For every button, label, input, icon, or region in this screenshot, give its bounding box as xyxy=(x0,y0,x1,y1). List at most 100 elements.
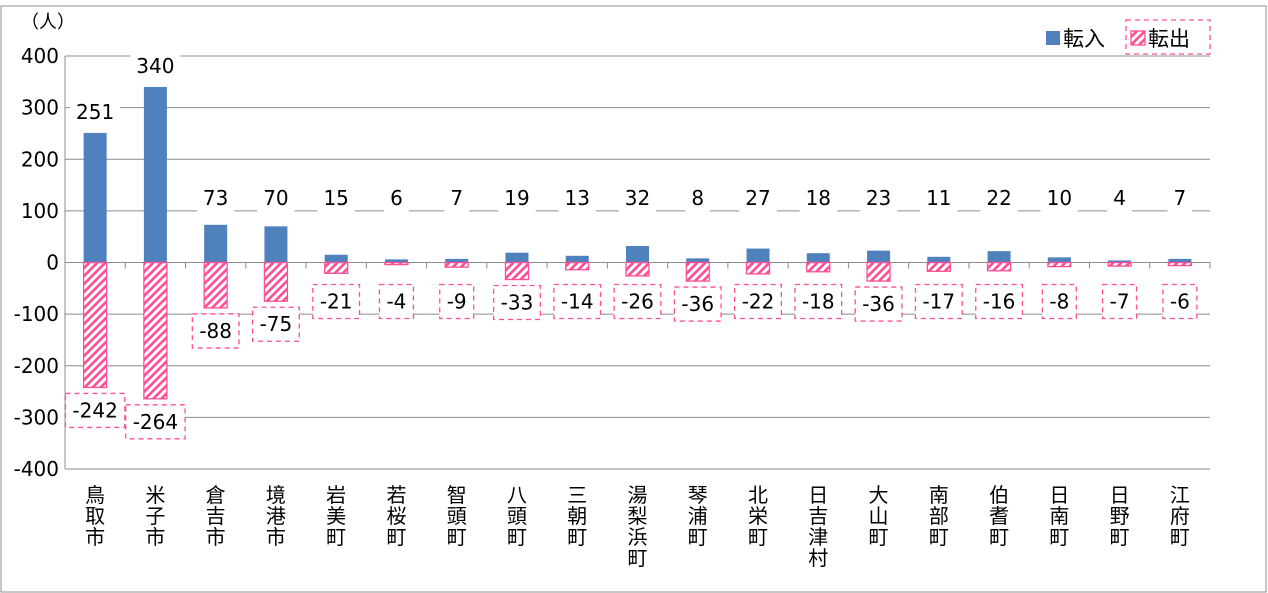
x-tick-label: 岩美町 xyxy=(326,483,346,549)
data-label-in-background xyxy=(498,183,536,212)
legend: 転入 転出 xyxy=(1046,19,1211,55)
data-label-in-background xyxy=(130,51,181,80)
bar-out xyxy=(504,261,530,281)
data-label-out-box xyxy=(64,392,126,429)
bar-in xyxy=(1168,258,1192,263)
data-label-out-box xyxy=(1162,283,1198,320)
data-label-in-background xyxy=(70,97,121,126)
data-label-out-box xyxy=(378,283,415,320)
bar-in xyxy=(445,258,469,263)
data-label-in: 23 xyxy=(866,186,891,210)
y-tick-label: -200 xyxy=(14,354,59,378)
bar-out xyxy=(806,261,831,273)
data-label-in: 10 xyxy=(1047,186,1072,210)
bar-out xyxy=(745,261,771,275)
data-label-out: -17 xyxy=(922,290,955,314)
y-tick-label: 0 xyxy=(46,251,59,275)
data-label-in-background xyxy=(1107,183,1132,212)
bar-out xyxy=(986,261,1012,272)
x-tick-label: 日南町 xyxy=(1049,483,1069,549)
data-label-in: 7 xyxy=(450,186,463,210)
data-label-out-box xyxy=(553,283,602,320)
legend-label-in: 転入 xyxy=(1063,27,1105,51)
data-label-in: 15 xyxy=(323,186,348,210)
x-tick-label: 八頭町 xyxy=(507,483,527,549)
bar-in xyxy=(987,251,1011,263)
data-label-in: 22 xyxy=(986,186,1011,210)
data-label-in-background xyxy=(558,183,596,212)
data-label-in-background xyxy=(384,183,409,212)
x-tick-label: 湯梨浜町 xyxy=(628,483,648,570)
data-label-out-box xyxy=(794,283,843,320)
bar-out xyxy=(203,261,228,309)
bar-in xyxy=(806,253,830,263)
bar-out xyxy=(82,261,108,389)
x-tick-label: 智頭町 xyxy=(447,483,467,549)
data-label-in: 32 xyxy=(625,186,650,210)
bar-out xyxy=(324,261,349,274)
bar-in xyxy=(565,255,589,263)
data-label-out: -75 xyxy=(260,312,293,336)
data-label-in-background xyxy=(196,183,235,212)
data-label-out-box xyxy=(1101,283,1138,320)
bar-in xyxy=(1047,257,1071,263)
data-label-in: 73 xyxy=(203,186,228,210)
bar-in xyxy=(746,248,770,263)
data-label-in-background xyxy=(920,183,958,212)
data-label-in: 18 xyxy=(806,186,831,210)
data-label-out: -9 xyxy=(447,290,467,314)
bar-out xyxy=(866,261,891,282)
x-tick-label: 北栄町 xyxy=(748,483,768,549)
bar-in xyxy=(83,132,107,263)
bar-out xyxy=(143,261,168,400)
data-label-out: -6 xyxy=(1170,290,1190,314)
data-label-in-background xyxy=(1040,183,1079,212)
bars xyxy=(82,86,1193,400)
data-label-in-background xyxy=(799,183,838,212)
data-label-in-background xyxy=(685,183,711,212)
x-tick-label: 伯耆町 xyxy=(989,483,1009,549)
data-label-out: -26 xyxy=(621,290,654,314)
data-label-in-background xyxy=(1167,183,1193,212)
bar-out xyxy=(926,261,951,272)
data-label-in-background xyxy=(980,183,1018,212)
x-tick-label: 日野町 xyxy=(1110,483,1130,549)
y-tick-label: 100 xyxy=(21,199,59,223)
bar-in xyxy=(324,254,348,263)
y-tick-label: 200 xyxy=(21,147,59,171)
data-label-in-background xyxy=(859,183,898,212)
data-label-out: -8 xyxy=(1049,290,1069,314)
data-label-out: -264 xyxy=(133,410,178,434)
data-label-out: -36 xyxy=(681,292,714,316)
data-label-out: -16 xyxy=(983,290,1016,314)
data-label-out-box xyxy=(191,313,240,349)
data-label-in: 340 xyxy=(136,54,174,78)
data-label-in: 13 xyxy=(565,186,590,210)
data-label-out: -22 xyxy=(742,290,775,314)
data-label-out-box xyxy=(439,283,475,320)
data-label-in-background xyxy=(618,183,657,212)
x-tick-label: 琴浦町 xyxy=(688,483,708,549)
bar-out xyxy=(263,261,289,302)
data-label-out-box xyxy=(613,283,662,320)
data-label-out-box xyxy=(312,283,361,320)
x-tick-label: 日吉津村 xyxy=(808,483,828,570)
bar-in xyxy=(626,245,649,263)
bar-in xyxy=(204,224,228,263)
data-label-out-box xyxy=(492,284,541,321)
data-label-in: 4 xyxy=(1113,186,1126,210)
y-tick-label: -400 xyxy=(14,457,59,481)
data-label-out: -33 xyxy=(501,291,534,315)
x-tick-label: 江府町 xyxy=(1170,483,1190,549)
bar-in xyxy=(143,86,167,263)
data-label-in-background xyxy=(444,183,470,212)
bar-out xyxy=(625,261,650,277)
data-label-in: 251 xyxy=(76,100,114,124)
y-tick-label: -100 xyxy=(14,302,59,326)
y-tick-label: -300 xyxy=(14,405,59,429)
x-tick-label: 南部町 xyxy=(929,483,949,549)
bar-in xyxy=(867,250,891,263)
x-tick-label: 大山町 xyxy=(869,483,889,549)
chart-frame xyxy=(0,5,1267,593)
